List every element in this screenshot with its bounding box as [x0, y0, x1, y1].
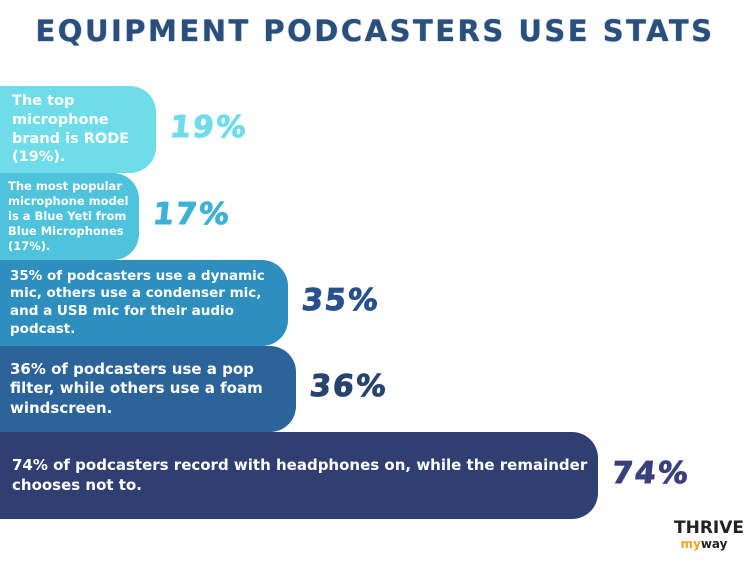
logo-way-text: way: [700, 537, 728, 551]
bar-5: 74% of podcasters record with headphones…: [0, 432, 598, 519]
value-label-3: 35%: [300, 283, 382, 319]
value-label-5: 74%: [610, 455, 692, 491]
bar-label-3: 35% of podcasters use a dynamic mic, oth…: [10, 267, 265, 337]
chart-title: EQUIPMENT PODCASTERS USE STATS: [35, 14, 715, 48]
thrive-my-way-logo: THRIVE myway: [674, 518, 745, 551]
value-label-4: 36%: [308, 369, 390, 405]
bar-3: 35% of podcasters use a dynamic mic, oth…: [0, 260, 288, 346]
value-label-1: 19%: [168, 109, 250, 145]
bar-label-2: The most popular microphone model is a B…: [8, 179, 129, 253]
logo-myway-text: myway: [674, 538, 734, 550]
logo-my-text: my: [680, 537, 701, 551]
bar-2: The most popular microphone model is a B…: [0, 173, 139, 260]
bar-label-1: The top microphone brand is RODE (19%).: [12, 92, 130, 166]
bar-label-4: 36% of podcasters use a pop filter, whil…: [10, 359, 263, 417]
value-label-2: 17%: [151, 196, 233, 232]
bar-4: 36% of podcasters use a pop filter, whil…: [0, 346, 296, 432]
logo-thrive-text: THRIVE: [674, 518, 745, 538]
bar-1: The top microphone brand is RODE (19%).: [0, 86, 156, 173]
bar-label-5: 74% of podcasters record with headphones…: [12, 456, 588, 494]
